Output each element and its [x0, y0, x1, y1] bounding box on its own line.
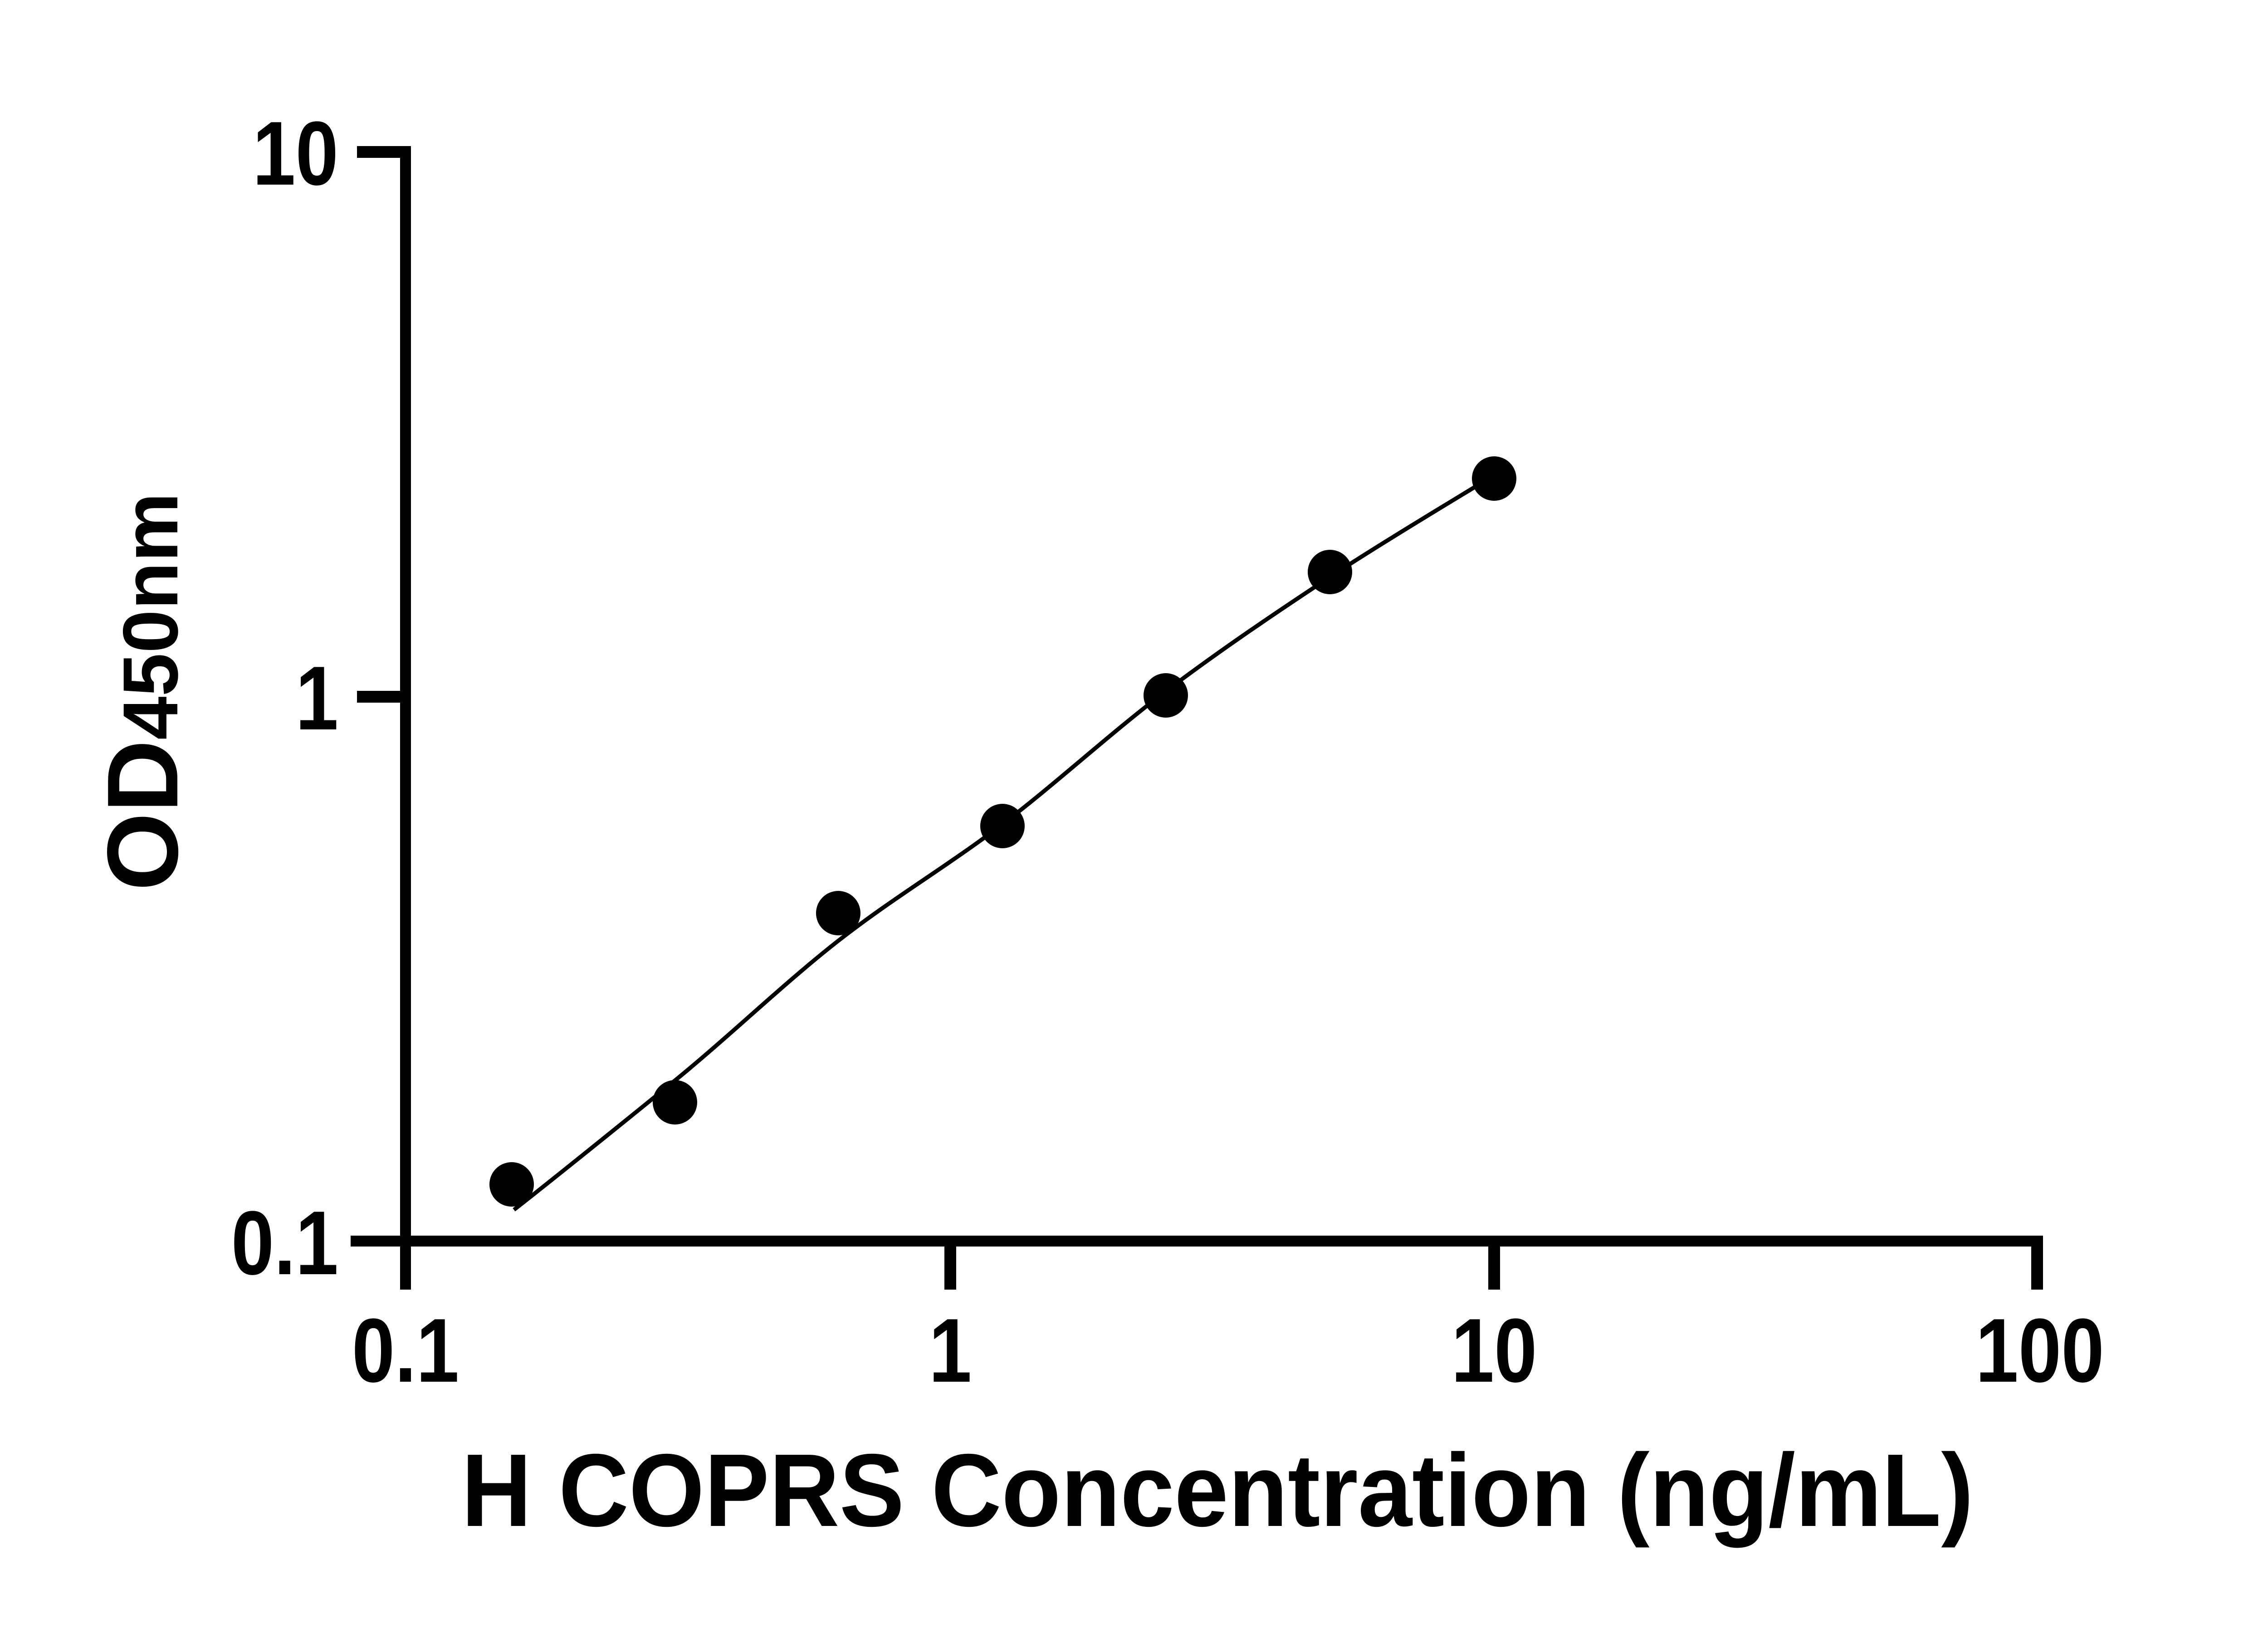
svg-text:H COPRS Concentration (ng/mL): H COPRS Concentration (ng/mL)	[461, 1433, 1974, 1548]
svg-text:1: 1	[295, 648, 338, 749]
svg-text:10: 10	[253, 103, 338, 204]
svg-text:0.1: 0.1	[231, 1193, 338, 1294]
svg-text:OD450nm: OD450nm	[87, 493, 199, 891]
svg-text:0.1: 0.1	[352, 1300, 459, 1401]
svg-text:100: 100	[1975, 1300, 2104, 1401]
svg-text:10: 10	[1451, 1300, 1537, 1401]
svg-text:1: 1	[929, 1300, 972, 1401]
